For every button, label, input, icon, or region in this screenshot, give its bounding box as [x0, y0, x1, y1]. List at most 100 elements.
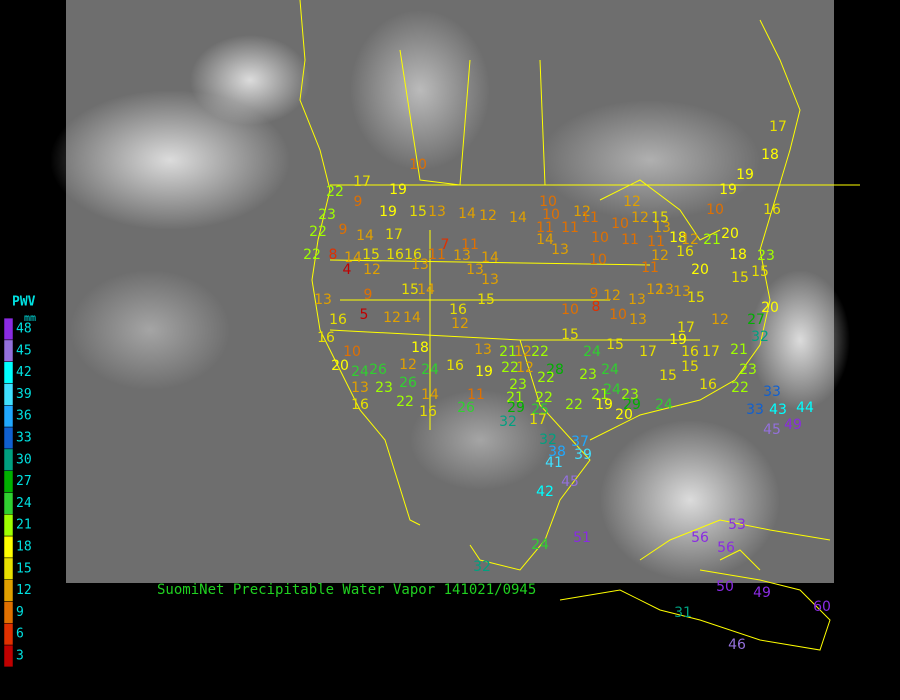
station-value: 17	[702, 344, 720, 360]
station-value: 17	[677, 320, 695, 336]
station-value: 23	[318, 207, 336, 223]
station-value: 12	[516, 360, 534, 376]
station-value: 9	[590, 286, 599, 302]
legend-label: 39	[16, 387, 32, 402]
station-value: 42	[536, 484, 554, 500]
station-value: 9	[364, 287, 373, 303]
station-value: 11	[536, 220, 554, 236]
station-value: 20	[721, 226, 739, 242]
station-value: 16	[419, 404, 437, 420]
station-value: 15	[687, 290, 705, 306]
station-value: 14	[536, 232, 554, 248]
station-value: 15	[401, 282, 419, 298]
station-value: 14	[403, 310, 421, 326]
station-value: 25	[531, 402, 549, 418]
station-value: 27	[747, 312, 765, 328]
station-value: 15	[681, 359, 699, 375]
station-value: 41	[545, 455, 563, 471]
station-value: 10	[706, 202, 724, 218]
station-value: 13	[314, 292, 332, 308]
station-value: 4	[343, 262, 352, 278]
station-value: 14	[481, 250, 499, 266]
legend-label: 9	[16, 605, 24, 620]
legend-swatch	[3, 317, 14, 341]
station-value: 16	[763, 202, 781, 218]
legend-label: 24	[16, 496, 32, 511]
station-value: 13	[653, 220, 671, 236]
station-value: 29	[507, 400, 525, 416]
station-value: 12	[651, 248, 669, 264]
station-value: 14	[509, 210, 527, 226]
station-value: 16	[699, 377, 717, 393]
station-value: 12	[383, 310, 401, 326]
legend-swatch	[3, 557, 14, 580]
station-value: 44	[796, 400, 814, 416]
station-value: 12	[646, 282, 664, 298]
legend-label: 33	[16, 431, 32, 446]
station-value: 12	[623, 194, 641, 210]
station-value: 22	[537, 370, 555, 386]
station-value: 19	[379, 204, 397, 220]
station-value: 23	[621, 387, 639, 403]
legend-swatch	[3, 405, 14, 428]
station-value: 12	[514, 344, 532, 360]
legend-swatch	[3, 623, 14, 646]
station-value: 22	[309, 224, 327, 240]
station-value: 32	[539, 432, 557, 448]
legend-swatch	[3, 492, 14, 515]
station-value: 23	[509, 377, 527, 393]
station-value: 11	[461, 237, 479, 253]
station-value: 29	[623, 397, 641, 413]
station-value: 13	[474, 342, 492, 358]
station-value: 26	[369, 362, 387, 378]
station-value: 33	[763, 384, 781, 400]
station-value: 16	[449, 302, 467, 318]
station-value: 37	[571, 434, 589, 450]
station-value: 15	[659, 368, 677, 384]
station-value: 23	[579, 367, 597, 383]
legend-title: PWV	[12, 295, 36, 310]
station-value: 13	[351, 380, 369, 396]
station-value: 10	[589, 252, 607, 268]
station-value: 21	[730, 342, 748, 358]
station-value: 13	[656, 282, 674, 298]
station-value: 50	[716, 579, 734, 595]
station-value: 19	[595, 397, 613, 413]
legend-swatch	[3, 644, 14, 668]
station-value: 22	[326, 184, 344, 200]
station-value: 12	[399, 357, 417, 373]
station-value: 19	[719, 182, 737, 198]
station-value: 12	[451, 316, 469, 332]
station-value: 24	[351, 364, 369, 380]
station-value: 22	[731, 380, 749, 396]
station-value: 28	[546, 362, 564, 378]
legend-label: 27	[16, 474, 32, 489]
station-value: 45	[763, 422, 781, 438]
station-value: 51	[573, 530, 591, 546]
legend-swatch	[3, 579, 14, 602]
legend-label: 36	[16, 409, 32, 424]
station-value: 43	[769, 402, 787, 418]
station-value: 14	[417, 282, 435, 298]
station-value: 21	[591, 387, 609, 403]
station-value: 16	[386, 247, 404, 263]
station-value: 56	[717, 540, 735, 556]
legend-swatch	[3, 361, 14, 384]
station-value: 12	[711, 312, 729, 328]
station-value: 16	[681, 344, 699, 360]
borders	[299, 0, 860, 651]
station-value: 17	[639, 344, 657, 360]
clouds	[50, 10, 850, 580]
station-value: 22	[501, 360, 519, 376]
station-value: 13	[453, 248, 471, 264]
station-value: 56	[691, 530, 709, 546]
station-value: 15	[731, 270, 749, 286]
station-value: 16	[676, 244, 694, 260]
station-value: 46	[728, 637, 746, 653]
station-value: 14	[458, 206, 476, 222]
station-value: 49	[753, 585, 771, 601]
station-value: 16	[351, 397, 369, 413]
station-value: 24	[601, 362, 619, 378]
station-value: 15	[751, 264, 769, 280]
